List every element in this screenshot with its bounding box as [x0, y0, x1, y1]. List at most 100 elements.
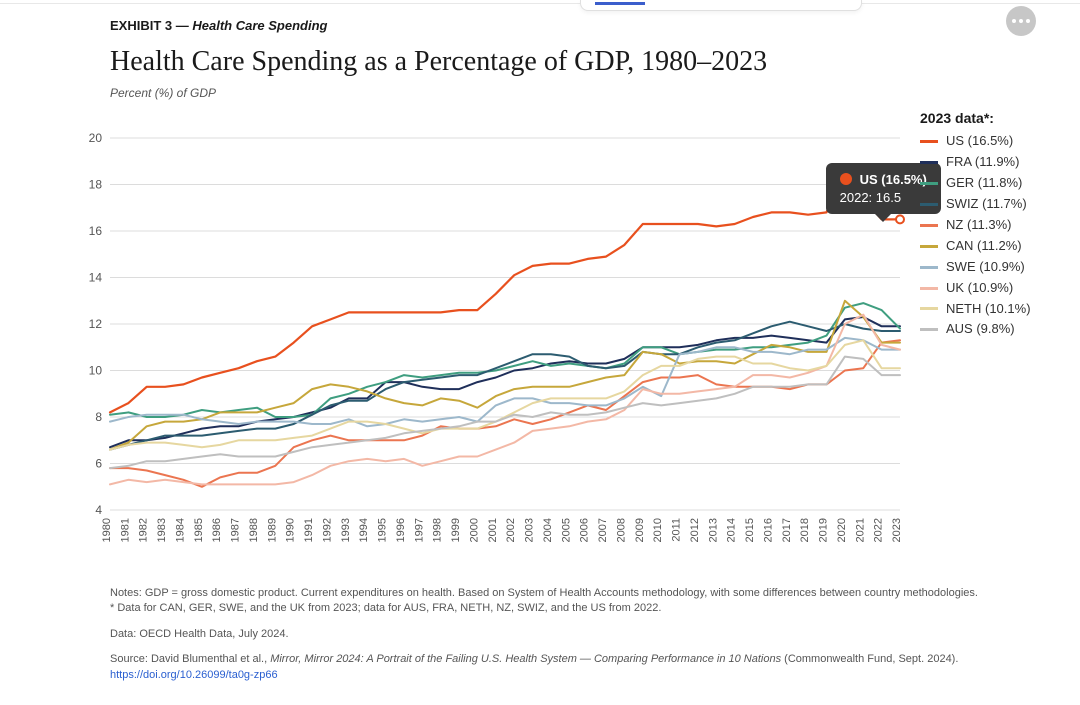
svg-text:2000: 2000	[468, 518, 480, 542]
legend-item-swe[interactable]: SWE (10.9%)	[920, 260, 1060, 275]
svg-text:1995: 1995	[377, 518, 389, 542]
svg-text:2006: 2006	[579, 518, 591, 542]
svg-text:4: 4	[95, 503, 102, 517]
legend-title: 2023 data*:	[920, 110, 1060, 126]
legend-label: AUS (9.8%)	[946, 322, 1015, 337]
svg-text:2013: 2013	[707, 518, 719, 542]
top-card-fragment	[580, 0, 862, 11]
legend-item-us[interactable]: US (16.5%)	[920, 134, 1060, 149]
legend-swatch	[920, 245, 938, 248]
legend-item-ger[interactable]: GER (11.8%)	[920, 176, 1060, 191]
svg-text:1996: 1996	[395, 518, 407, 542]
svg-text:2023: 2023	[891, 518, 903, 542]
svg-text:20: 20	[89, 131, 103, 145]
svg-text:2005: 2005	[560, 518, 572, 542]
svg-text:6: 6	[95, 457, 102, 471]
svg-text:2001: 2001	[487, 518, 499, 542]
legend-label: US (16.5%)	[946, 134, 1013, 149]
legend-item-uk[interactable]: UK (10.9%)	[920, 281, 1060, 296]
svg-text:1999: 1999	[450, 518, 462, 542]
svg-text:2021: 2021	[854, 518, 866, 542]
svg-text:8: 8	[95, 410, 102, 424]
tooltip-line1: US (16.5%)	[860, 172, 927, 187]
legend-swatch	[920, 182, 938, 185]
notes-block: Notes: GDP = gross domestic product. Cur…	[110, 586, 1020, 693]
legend-swatch	[920, 328, 938, 331]
svg-text:2012: 2012	[689, 518, 701, 542]
svg-text:12: 12	[89, 317, 103, 331]
legend-swatch	[920, 307, 938, 310]
legend-swatch	[920, 266, 938, 269]
svg-text:2002: 2002	[505, 518, 517, 542]
svg-text:2020: 2020	[836, 518, 848, 542]
svg-text:2018: 2018	[799, 518, 811, 542]
legend-label: GER (11.8%)	[946, 176, 1022, 191]
svg-text:1984: 1984	[174, 518, 186, 542]
exhibit-number: EXHIBIT 3	[110, 18, 172, 33]
svg-text:1980: 1980	[101, 518, 113, 542]
svg-text:1998: 1998	[432, 518, 444, 542]
svg-text:2011: 2011	[671, 518, 683, 542]
legend-item-fra[interactable]: FRA (11.9%)	[920, 155, 1060, 170]
legend-item-nz[interactable]: NZ (11.3%)	[920, 218, 1060, 233]
notes-data: Data: OECD Health Data, July 2024.	[110, 627, 1020, 642]
svg-text:2003: 2003	[524, 518, 536, 542]
tooltip-line2: 2022: 16.5	[840, 190, 901, 205]
notes-line2: * Data for CAN, GER, SWE, and the UK fro…	[110, 602, 661, 614]
svg-text:18: 18	[89, 178, 103, 192]
legend-item-swiz[interactable]: SWIZ (11.7%)	[920, 197, 1060, 212]
svg-text:2017: 2017	[781, 518, 793, 542]
svg-text:2016: 2016	[762, 518, 774, 542]
svg-text:2004: 2004	[542, 518, 554, 542]
svg-text:16: 16	[89, 224, 103, 238]
svg-text:1991: 1991	[303, 518, 315, 542]
legend-label: CAN (11.2%)	[946, 239, 1022, 254]
svg-text:1992: 1992	[321, 518, 333, 542]
svg-text:2009: 2009	[634, 518, 646, 542]
chart-title: Health Care Spending as a Percentage of …	[110, 47, 1050, 78]
svg-text:1990: 1990	[285, 518, 297, 542]
svg-text:1988: 1988	[248, 518, 260, 542]
more-button[interactable]	[1006, 6, 1036, 36]
legend-swatch	[920, 224, 938, 227]
notes-line1: Notes: GDP = gross domestic product. Cur…	[110, 587, 978, 599]
legend-swatch	[920, 203, 938, 206]
y-axis-label: Percent (%) of GDP	[110, 86, 1050, 100]
svg-text:1987: 1987	[230, 518, 242, 542]
legend-label: SWE (10.9%)	[946, 260, 1025, 275]
svg-text:1985: 1985	[193, 518, 205, 542]
svg-text:2007: 2007	[597, 518, 609, 542]
svg-text:1983: 1983	[156, 518, 168, 542]
svg-text:2010: 2010	[652, 518, 664, 542]
legend: 2023 data*: US (16.5%) FRA (11.9%) GER (11…	[920, 110, 1060, 343]
legend-label: UK (10.9%)	[946, 281, 1013, 296]
svg-text:1994: 1994	[358, 518, 370, 542]
svg-text:10: 10	[89, 364, 103, 378]
svg-text:2015: 2015	[744, 518, 756, 542]
svg-text:1982: 1982	[138, 518, 150, 542]
top-divider	[0, 0, 1080, 4]
svg-text:1989: 1989	[266, 518, 278, 542]
svg-text:2014: 2014	[726, 518, 738, 542]
svg-text:2022: 2022	[873, 518, 885, 542]
legend-swatch	[920, 140, 938, 143]
legend-swatch	[920, 161, 938, 164]
svg-text:2019: 2019	[818, 518, 830, 542]
legend-item-aus[interactable]: AUS (9.8%)	[920, 322, 1060, 337]
legend-item-can[interactable]: CAN (11.2%)	[920, 239, 1060, 254]
legend-label: FRA (11.9%)	[946, 155, 1019, 170]
svg-text:14: 14	[89, 271, 103, 285]
legend-item-neth[interactable]: NETH (10.1%)	[920, 302, 1060, 317]
svg-text:1986: 1986	[211, 518, 223, 542]
exhibit-subtitle: Health Care Spending	[192, 18, 327, 33]
source-link[interactable]: https://doi.org/10.26099/ta0g-zp66	[110, 669, 278, 681]
svg-text:2008: 2008	[615, 518, 627, 542]
tooltip-dot	[840, 173, 852, 185]
legend-swatch	[920, 287, 938, 290]
svg-text:1981: 1981	[119, 518, 131, 542]
exhibit-label: EXHIBIT 3 — Health Care Spending	[110, 18, 1050, 33]
notes-source: Source: David Blumenthal et al., Mirror,…	[110, 652, 1020, 683]
line-chart: 4 6 8 10 12 14 16 18 20 1980 1981 1982 1983 1984 1985 1…	[80, 120, 910, 570]
legend-label: NZ (11.3%)	[946, 218, 1012, 233]
svg-text:1993: 1993	[340, 518, 352, 542]
